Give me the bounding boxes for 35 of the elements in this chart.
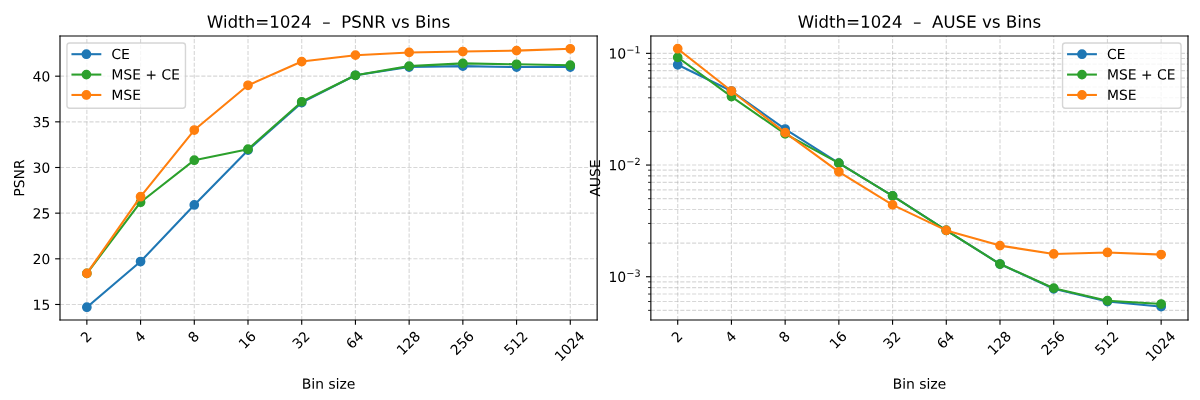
y-axis-title: PSNR — [13, 159, 25, 196]
x-tick-label: 32 — [291, 330, 310, 350]
x-tick-label: 2 — [79, 330, 92, 343]
y-tick-label: 40 — [33, 71, 50, 82]
chart-title: Width=1024 – AUSE vs Bins — [798, 15, 1041, 28]
legend-label: MSE — [112, 89, 141, 101]
y-tick-label: 10$^{−2}$ — [610, 157, 640, 171]
x-tick-label: 2 — [670, 330, 683, 343]
y-tick-label: 10$^{−1}$ — [610, 46, 640, 59]
x-axis-title: Bin size — [303, 378, 355, 389]
x-tick-label: 32 — [882, 330, 901, 350]
x-tick-label: 512 — [503, 330, 528, 356]
x-tick-label: 8 — [187, 330, 200, 343]
x-tick-label: 8 — [778, 330, 791, 343]
x-tick-label: 64 — [936, 330, 955, 350]
legend-label: MSE + CE — [1108, 69, 1175, 80]
x-tick-label: 512 — [1094, 330, 1119, 356]
x-tick-label: 16 — [238, 330, 257, 349]
x-tick-label: 4 — [133, 330, 146, 343]
y-axis-title: AUSE — [589, 160, 601, 197]
x-tick-label: 64 — [345, 330, 364, 350]
y-tick-label: 20 — [33, 253, 50, 265]
x-tick-label: 4 — [724, 330, 737, 343]
y-tick-label: 25 — [33, 208, 50, 219]
x-tick-label: 16 — [829, 330, 848, 349]
legend-label: CE — [112, 48, 129, 60]
legend-label: MSE + CE — [112, 69, 180, 80]
y-tick-label: 15 — [34, 299, 50, 310]
chart-title: Width=1024 – PSNR vs Bins — [207, 15, 450, 28]
x-axis-title: Bin size — [894, 378, 946, 389]
y-tick-label: 30 — [33, 162, 50, 173]
y-tick-label: 10$^{−3}$ — [610, 269, 640, 283]
legend-label: CE — [1107, 48, 1125, 60]
legend-label: MSE — [1108, 89, 1136, 101]
y-tick-label: 35 — [33, 116, 50, 128]
